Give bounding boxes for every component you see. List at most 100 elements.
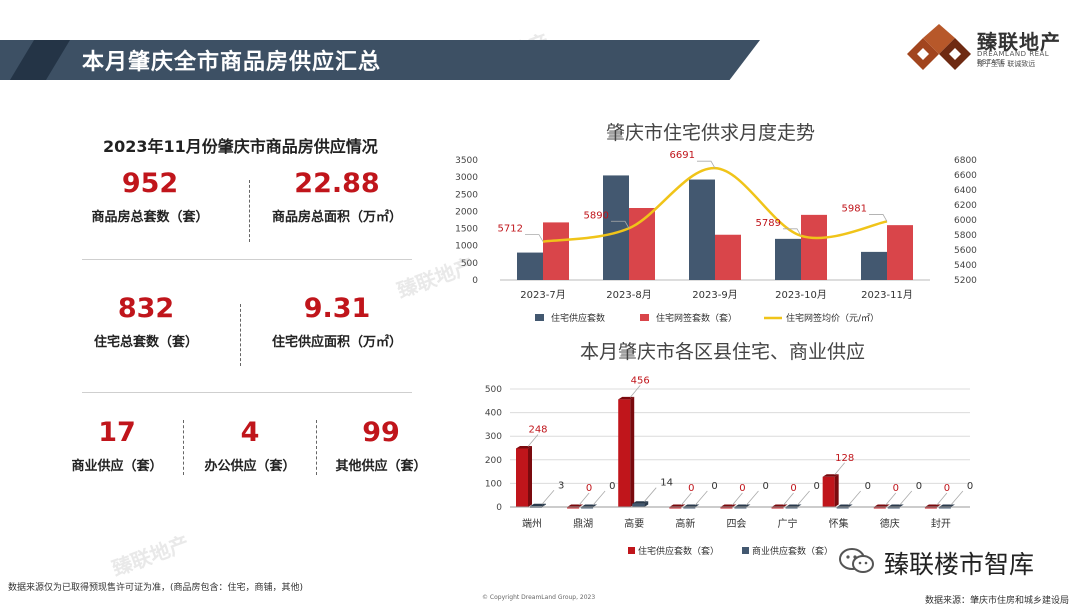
x-tick-label: 2023-11月 (861, 289, 913, 301)
data-source: 数据来源：肇庆市住房和城乡建设局 (925, 596, 1070, 606)
data-label-residential: 0 (586, 483, 592, 494)
stat-value: 832 (117, 293, 175, 324)
bar-commercial-top (530, 503, 546, 507)
bar-signed (801, 214, 827, 280)
bar-commercial-top (887, 504, 904, 507)
y-tick-label: 3000 (455, 173, 478, 183)
data-label-leader (629, 385, 641, 398)
stat-total-units: 952 商品房总套数（套） (80, 168, 220, 225)
y-tick-label: 100 (485, 479, 502, 489)
bar-residential-top (924, 504, 941, 507)
bar-residential (618, 399, 631, 507)
data-label-residential: 456 (631, 375, 650, 386)
divider (183, 420, 184, 475)
header-band (0, 40, 760, 80)
data-label-leader (783, 492, 794, 506)
bar-residential (516, 448, 528, 507)
bar-commercial (938, 507, 951, 509)
bar-supply (689, 179, 715, 280)
data-label-leader (592, 490, 606, 506)
data-label-leader (869, 214, 888, 222)
stat-value: 9.31 (303, 293, 371, 324)
x-tick-label: 2023-7月 (520, 289, 565, 301)
bar-residential-top (669, 504, 686, 507)
divider (316, 420, 317, 475)
bar-commercial (632, 503, 645, 507)
stat-label: 办公供应（套） (204, 459, 296, 474)
data-label-commercial: 0 (916, 481, 922, 492)
y-tick-label: 200 (485, 456, 502, 466)
data-label-leader (697, 160, 716, 169)
data-label-leader (578, 492, 590, 506)
stat-value: 4 (240, 417, 260, 448)
data-label-commercial: 14 (660, 478, 673, 489)
legend-swatch (640, 314, 649, 321)
bar-residential-top (873, 504, 890, 507)
y-tick-label: 400 (485, 409, 502, 419)
y-tick-label: 2000 (455, 207, 478, 217)
x-tick-label: 高要 (624, 517, 644, 530)
summary-title: 2023年11月份肇庆市商品房供应情况 (103, 137, 378, 156)
y2-tick-label: 5600 (954, 246, 977, 256)
bar-supply (517, 252, 543, 280)
stat-total-area: 22.88 商品房总面积（万㎡） (262, 168, 412, 225)
stat-value: 17 (98, 417, 136, 448)
y-tick-label: 500 (485, 385, 502, 395)
data-label-leader (643, 487, 657, 502)
stat-residential-units: 832 住宅总套数（套） (76, 293, 216, 350)
data-label-leader (950, 490, 964, 506)
bar-residential-top (822, 474, 839, 477)
data-label-leader (848, 490, 861, 506)
bar-commercial-top (683, 504, 700, 507)
copyright: © Copyright DreamLand Group, 2023 (482, 594, 596, 601)
bar-residential-top (771, 504, 788, 507)
bar-commercial (785, 507, 798, 509)
bar-commercial-side (644, 501, 649, 507)
district-supply-chart: 0 100 200 300 400 500 248 3 端州 0 0 鼎湖 456 14 高要 0 0 高新 0 0 四… (485, 375, 973, 557)
data-label-commercial: 0 (609, 481, 615, 492)
bar-residential-top (618, 396, 635, 400)
data-label-leader (527, 434, 539, 447)
data-label-residential: 0 (944, 483, 950, 494)
data-label-residential: 128 (835, 453, 854, 464)
x-tick-label: 广宁 (778, 517, 798, 530)
x-tick-label: 2023-10月 (775, 289, 827, 301)
legend-label: 住宅供应套数 (551, 312, 605, 324)
page-title: 本月肇庆全市商品房供应汇总 (82, 50, 382, 75)
bar-residential (822, 476, 835, 507)
y-tick-label: 1000 (455, 242, 478, 252)
data-label-commercial: 0 (865, 481, 871, 492)
y-tick-label: 1500 (455, 225, 478, 235)
bar-residential-side (630, 396, 635, 507)
data-label: 5789 (756, 218, 781, 229)
data-label-leader (936, 492, 948, 506)
data-label-commercial: 3 (558, 480, 564, 491)
bar-commercial (581, 507, 594, 509)
y-tick-label: 2500 (455, 190, 478, 200)
logo-name-cn: 臻联地产 (977, 30, 1061, 54)
data-label-leader (695, 490, 708, 506)
bar-commercial-top (632, 501, 649, 504)
data-label-leader (732, 492, 743, 506)
data-label: 5981 (842, 203, 867, 214)
stat-label: 商品房总面积（万㎡） (271, 210, 402, 225)
data-label-commercial: 0 (814, 481, 820, 492)
price-line (542, 166, 888, 243)
data-label-residential: 0 (739, 483, 745, 494)
bar-commercial (887, 507, 900, 509)
footnote: 数据来源仅为已取得预现售许可证为准，(商品房包含：住宅，商铺，其他) (8, 583, 304, 593)
data-label: 6691 (670, 150, 695, 161)
bar-commercial-side (542, 503, 546, 507)
y2-tick-label: 6000 (954, 216, 977, 226)
stat-value: 99 (362, 417, 400, 448)
bar-signed (887, 225, 913, 280)
legend-label: 住宅供应套数（套） (638, 545, 719, 557)
bar-commercial (734, 507, 747, 509)
bar-residential-top (516, 445, 532, 449)
bar-residential (669, 507, 682, 509)
bar-residential-top (567, 504, 584, 507)
legend-swatch (535, 314, 544, 321)
y2-tick-label: 6600 (954, 171, 977, 181)
data-label-leader (746, 490, 759, 506)
bar-commercial-top (938, 504, 955, 507)
